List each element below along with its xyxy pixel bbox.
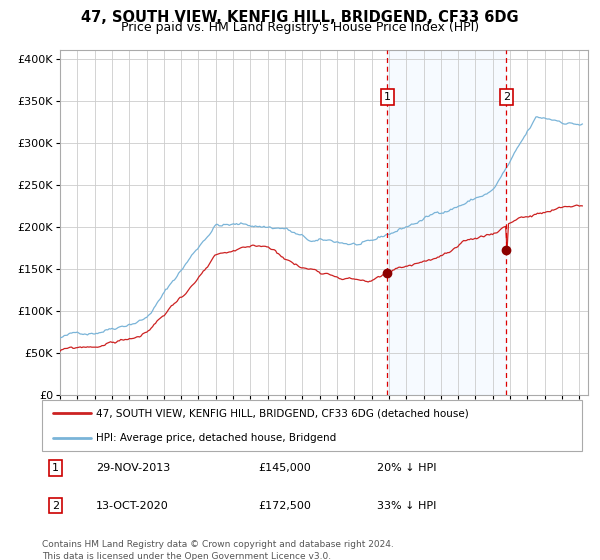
- Text: 2: 2: [503, 92, 510, 102]
- Text: £172,500: £172,500: [258, 501, 311, 511]
- Text: 20% ↓ HPI: 20% ↓ HPI: [377, 463, 436, 473]
- Text: 47, SOUTH VIEW, KENFIG HILL, BRIDGEND, CF33 6DG: 47, SOUTH VIEW, KENFIG HILL, BRIDGEND, C…: [81, 10, 519, 25]
- Text: 33% ↓ HPI: 33% ↓ HPI: [377, 501, 436, 511]
- Text: £145,000: £145,000: [258, 463, 311, 473]
- Text: Price paid vs. HM Land Registry's House Price Index (HPI): Price paid vs. HM Land Registry's House …: [121, 21, 479, 34]
- Text: 1: 1: [384, 92, 391, 102]
- Text: Contains HM Land Registry data © Crown copyright and database right 2024.
This d: Contains HM Land Registry data © Crown c…: [42, 540, 394, 560]
- Text: HPI: Average price, detached house, Bridgend: HPI: Average price, detached house, Brid…: [96, 433, 336, 443]
- Text: 13-OCT-2020: 13-OCT-2020: [96, 501, 169, 511]
- Text: 29-NOV-2013: 29-NOV-2013: [96, 463, 170, 473]
- Text: 1: 1: [52, 463, 59, 473]
- Text: 2: 2: [52, 501, 59, 511]
- Text: 47, SOUTH VIEW, KENFIG HILL, BRIDGEND, CF33 6DG (detached house): 47, SOUTH VIEW, KENFIG HILL, BRIDGEND, C…: [96, 408, 469, 418]
- Bar: [388, 50, 506, 395]
